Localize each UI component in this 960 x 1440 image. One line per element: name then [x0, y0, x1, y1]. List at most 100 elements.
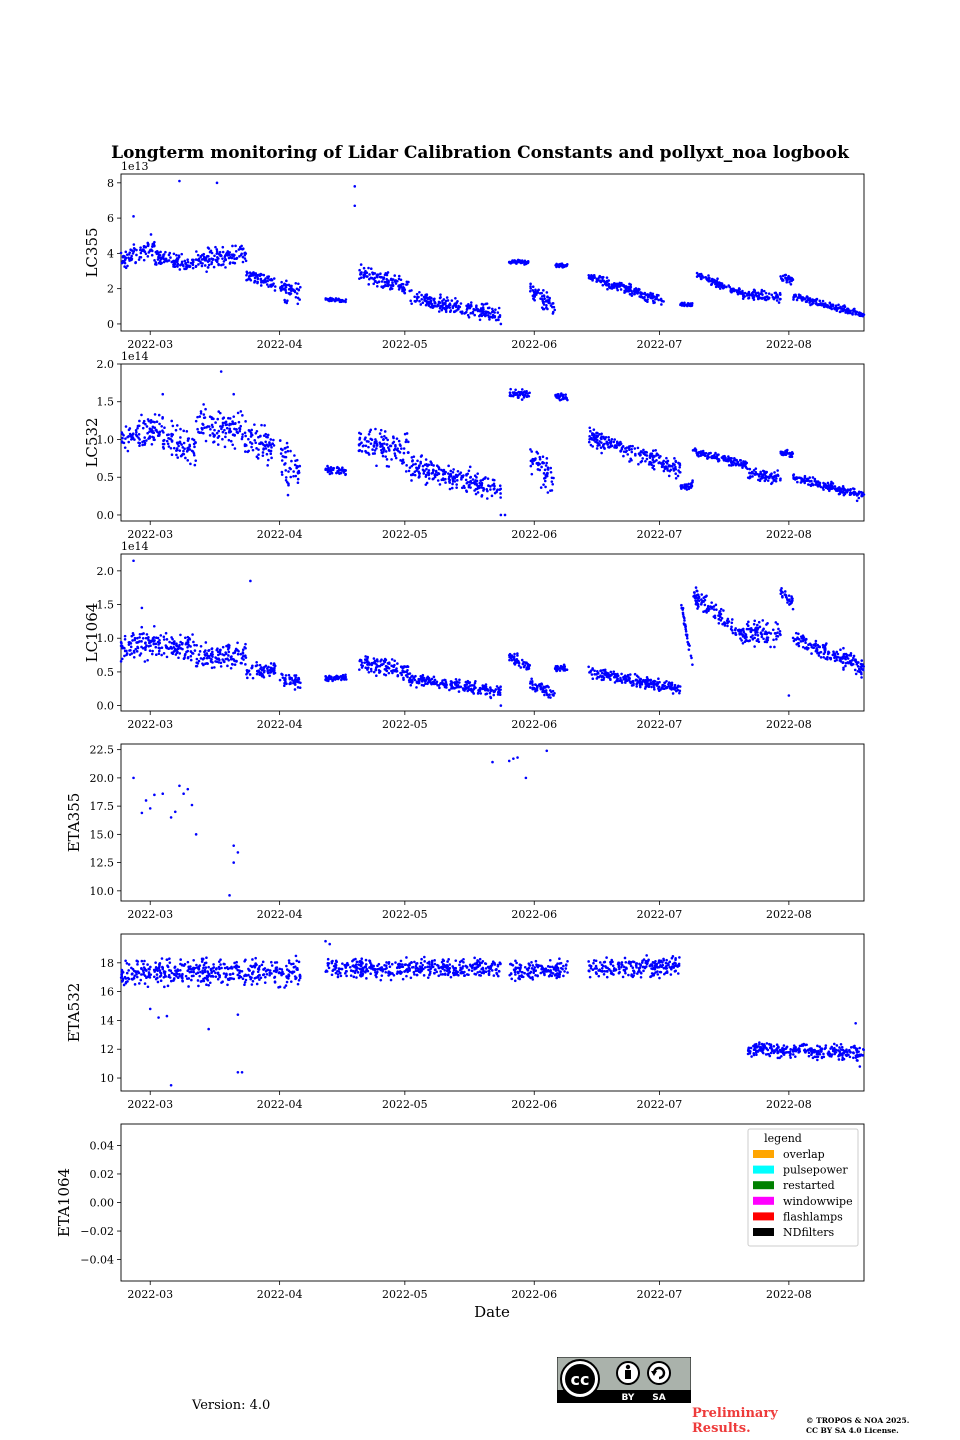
data-point	[401, 287, 404, 291]
data-point	[451, 478, 455, 482]
data-point	[228, 423, 231, 427]
data-point	[694, 448, 698, 452]
data-point	[435, 470, 438, 474]
data-point	[253, 279, 257, 283]
data-point	[848, 310, 851, 314]
data-point	[165, 638, 169, 641]
data-point	[796, 480, 799, 484]
data-point	[382, 448, 386, 451]
data-point	[717, 613, 721, 617]
data-point	[539, 687, 543, 691]
data-point	[396, 674, 400, 678]
data-point	[379, 276, 383, 279]
data-point	[589, 669, 593, 672]
data-point	[631, 679, 635, 683]
data-point	[540, 306, 544, 309]
data-point	[391, 669, 395, 672]
data-point	[482, 489, 485, 492]
data-point	[661, 461, 664, 464]
data-point	[551, 302, 555, 305]
data-point	[679, 302, 683, 305]
data-point	[223, 255, 227, 259]
data-point	[861, 314, 865, 318]
data-point	[633, 447, 637, 450]
data-point	[425, 299, 428, 303]
data-point	[243, 645, 246, 649]
data-point	[468, 465, 472, 469]
data-point	[206, 654, 209, 657]
data-point	[153, 413, 157, 416]
data-point	[254, 441, 258, 445]
data-point	[818, 299, 822, 303]
data-point	[447, 464, 450, 468]
data-point	[342, 468, 346, 472]
data-point	[173, 810, 177, 814]
data-point	[524, 776, 528, 780]
data-point	[410, 681, 414, 684]
data-point	[192, 438, 196, 442]
data-point	[150, 652, 154, 656]
data-point	[262, 273, 266, 277]
data-point	[150, 253, 154, 257]
y-offset-text: 1e14	[121, 540, 149, 553]
y-tick-label: 2.0	[97, 358, 115, 371]
data-point	[169, 645, 173, 649]
data-point	[216, 255, 219, 259]
data-point	[469, 475, 473, 479]
data-point	[189, 654, 193, 658]
data-point	[752, 622, 756, 626]
data-point	[813, 477, 817, 481]
data-point	[532, 687, 535, 691]
data-point	[270, 446, 273, 449]
data-point	[620, 672, 623, 676]
data-point	[663, 681, 666, 685]
data-point	[283, 678, 286, 682]
data-point	[808, 297, 811, 300]
data-point	[467, 469, 471, 473]
data-point	[353, 204, 357, 208]
data-point	[150, 639, 154, 642]
data-point	[369, 437, 372, 441]
data-point	[853, 668, 857, 672]
data-point	[772, 478, 776, 481]
data-point	[250, 666, 253, 670]
y-tick-label: 14	[100, 1014, 114, 1027]
data-point	[589, 429, 592, 433]
data-point	[639, 677, 643, 681]
data-point	[499, 688, 502, 691]
data-point	[724, 459, 728, 463]
data-point	[147, 638, 150, 642]
data-point	[846, 661, 849, 664]
data-point	[757, 296, 761, 299]
data-point	[734, 631, 737, 635]
data-point	[432, 469, 435, 472]
data-point	[712, 608, 716, 611]
data-point	[811, 482, 814, 485]
data-point	[222, 260, 226, 263]
data-point	[128, 427, 132, 430]
data-point	[229, 666, 233, 670]
data-point	[135, 641, 139, 644]
data-point	[644, 293, 648, 297]
data-point	[296, 686, 300, 689]
data-point	[238, 427, 242, 431]
data-point	[438, 306, 442, 310]
data-point	[165, 646, 169, 650]
data-point	[451, 482, 454, 486]
data-point	[516, 756, 519, 759]
data-point	[128, 653, 132, 656]
data-point	[849, 652, 853, 655]
data-point	[337, 676, 341, 680]
data-point	[364, 658, 367, 661]
data-point	[226, 250, 230, 253]
x-tick-label: 2022-07	[637, 908, 683, 921]
data-point	[523, 261, 527, 265]
data-point	[254, 664, 258, 668]
data-point	[460, 478, 463, 481]
data-point	[366, 663, 369, 666]
data-point	[153, 793, 156, 797]
data-point	[256, 280, 259, 284]
data-point	[207, 247, 211, 250]
data-point	[672, 687, 676, 691]
data-point	[402, 461, 406, 464]
